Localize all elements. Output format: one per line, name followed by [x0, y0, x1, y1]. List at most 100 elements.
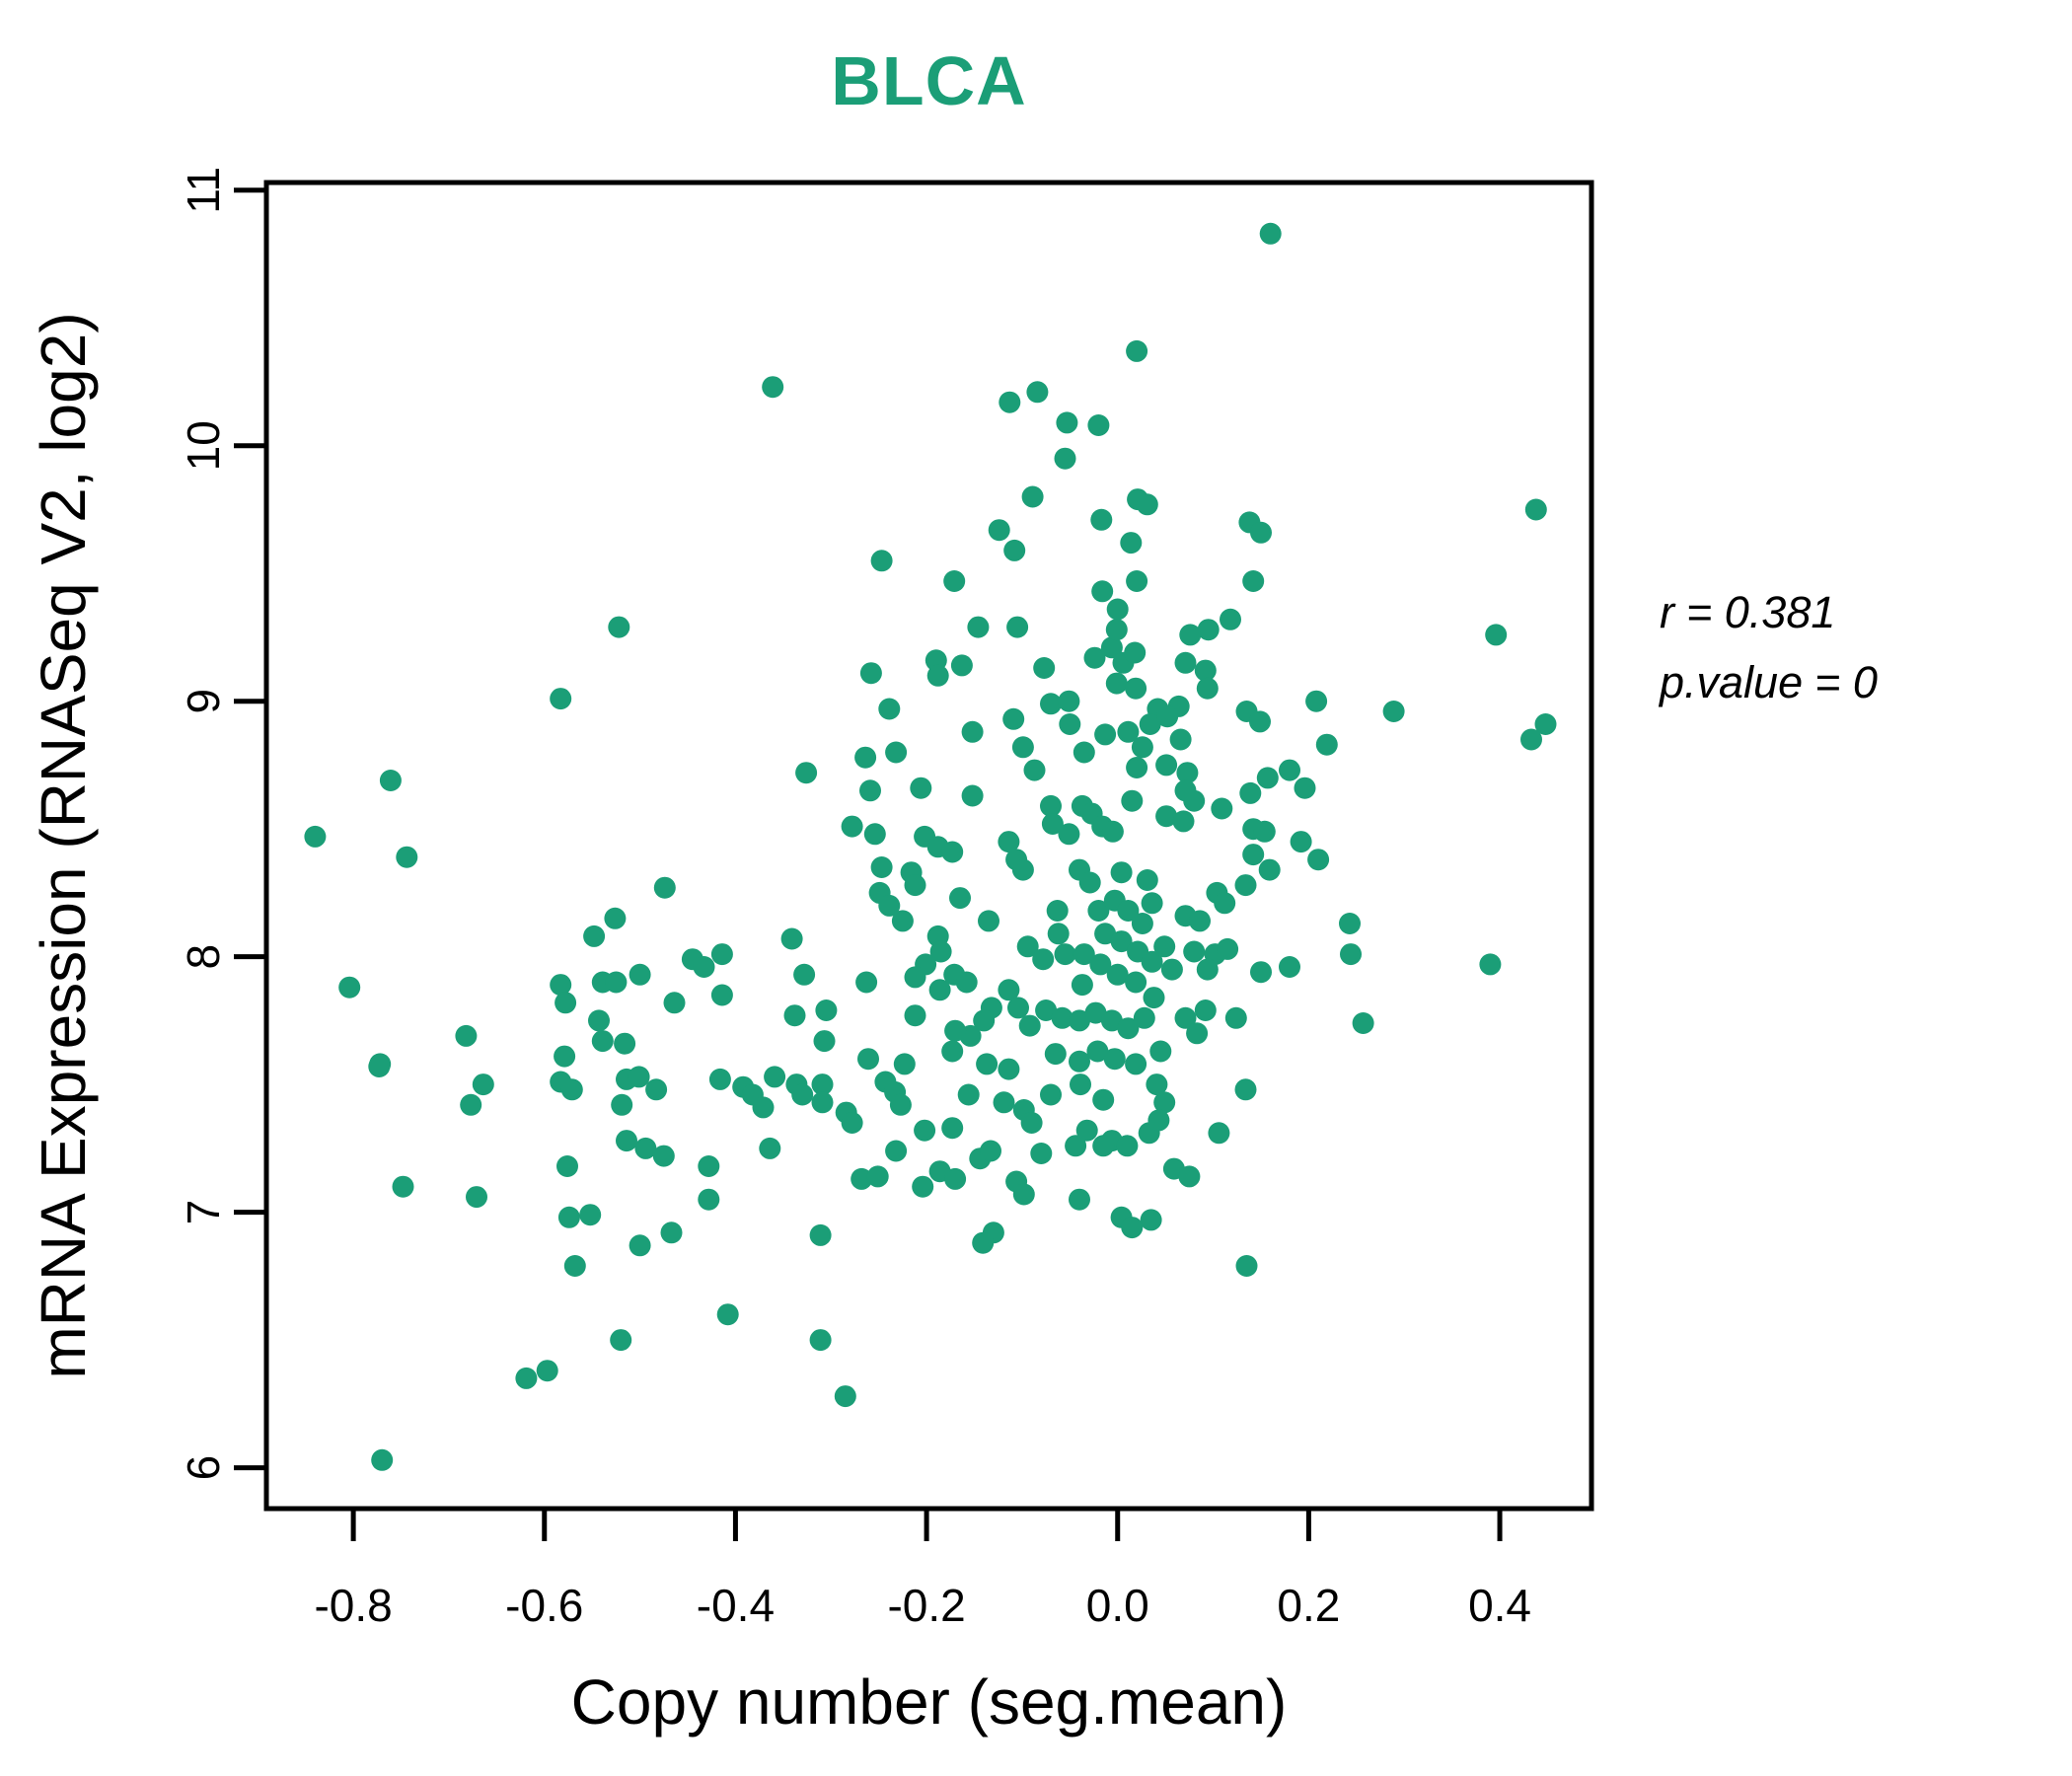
data-point: [614, 1032, 636, 1055]
data-point: [999, 391, 1021, 413]
y-axis-label: mRNA Expression (RNASeq V2, log2): [28, 312, 99, 1379]
data-point: [1086, 1040, 1109, 1063]
data-point: [1041, 813, 1064, 835]
y-tick-label: 11: [178, 167, 229, 214]
scatter-points: [304, 222, 1557, 1471]
data-point: [1124, 641, 1147, 664]
data-point: [870, 550, 893, 572]
data-point: [1040, 794, 1062, 817]
data-point: [1023, 759, 1046, 781]
data-point: [1149, 1040, 1172, 1063]
data-point: [1174, 651, 1197, 674]
data-point: [957, 1083, 980, 1106]
data-point: [955, 971, 978, 994]
data-point: [1056, 411, 1078, 434]
data-point: [752, 1096, 775, 1119]
data-point: [1178, 1165, 1201, 1188]
data-point: [1110, 861, 1133, 884]
y-tick-label: 10: [178, 420, 229, 471]
data-point: [1006, 616, 1029, 638]
data-point: [304, 825, 327, 848]
data-point: [1073, 943, 1095, 966]
data-point: [1026, 381, 1049, 404]
data-point: [1116, 1135, 1139, 1157]
data-point: [863, 823, 886, 846]
data-point: [1339, 913, 1361, 934]
data-point: [1071, 974, 1093, 997]
data-point: [1047, 923, 1070, 945]
data-point: [1084, 1001, 1107, 1024]
data-point: [893, 1053, 916, 1075]
correlation-annotation: r = 0.381 p.value = 0: [1660, 577, 1878, 717]
data-point: [588, 1009, 610, 1032]
data-point: [1016, 935, 1039, 958]
y-tick-label: 6: [178, 1455, 229, 1481]
data-point: [1069, 1009, 1090, 1032]
data-point: [1253, 820, 1276, 843]
data-point: [1051, 1006, 1073, 1029]
data-point: [1224, 1006, 1247, 1029]
data-point: [653, 876, 676, 899]
data-point: [929, 940, 952, 963]
data-point: [1126, 570, 1148, 592]
x-tick-label: 0.4: [1468, 1580, 1531, 1631]
data-point: [563, 1255, 586, 1277]
data-point: [859, 779, 881, 802]
data-point: [1258, 858, 1281, 881]
data-point: [1021, 485, 1044, 508]
data-point: [1083, 646, 1106, 669]
data-point: [1140, 1209, 1162, 1231]
data-point: [1234, 874, 1257, 897]
data-point: [1089, 953, 1112, 976]
data-point: [1040, 693, 1062, 715]
data-point: [1194, 999, 1217, 1021]
data-point: [1117, 900, 1140, 922]
data-point: [1126, 339, 1148, 362]
data-point: [1125, 677, 1147, 700]
data-point: [878, 698, 901, 720]
data-point: [841, 815, 863, 838]
data-point: [998, 1058, 1020, 1080]
data-point: [949, 887, 971, 910]
data-point: [710, 984, 733, 1006]
data-point: [1078, 871, 1101, 894]
data-point: [1249, 710, 1271, 733]
data-point: [556, 1155, 578, 1177]
data-point: [1169, 728, 1192, 751]
data-point: [616, 1130, 637, 1152]
data-point: [1294, 777, 1316, 799]
data-point: [891, 910, 914, 932]
data-point: [1139, 713, 1161, 735]
data-point: [1131, 736, 1153, 759]
x-axis-label: Copy number (seg.mean): [570, 1666, 1288, 1738]
data-point: [515, 1367, 538, 1389]
data-point: [926, 664, 949, 687]
data-point: [1011, 858, 1034, 881]
data-point: [941, 1117, 964, 1140]
x-tick-label: -0.4: [697, 1580, 775, 1631]
data-point: [859, 662, 882, 685]
data-point: [1087, 414, 1110, 436]
data-point: [976, 1053, 999, 1075]
data-point: [980, 1140, 1001, 1162]
data-point: [904, 966, 926, 989]
data-point: [1479, 953, 1502, 976]
data-point: [1155, 754, 1178, 777]
data-point: [1126, 757, 1148, 778]
data-point: [815, 999, 838, 1021]
data-point: [1214, 892, 1236, 915]
data-point: [1035, 999, 1058, 1021]
data-point: [536, 1360, 558, 1382]
data-point: [550, 974, 572, 997]
data-point: [857, 1048, 879, 1071]
x-tick-label: 0.2: [1277, 1580, 1340, 1631]
chart-title: BLCA: [831, 42, 1027, 119]
data-point: [944, 1167, 967, 1190]
data-point: [1069, 1050, 1090, 1073]
data-point: [1485, 624, 1508, 646]
data-point: [870, 856, 893, 878]
data-point: [698, 1188, 720, 1211]
data-point: [841, 1112, 863, 1134]
data-point: [912, 1175, 934, 1198]
data-point: [1040, 1083, 1062, 1106]
